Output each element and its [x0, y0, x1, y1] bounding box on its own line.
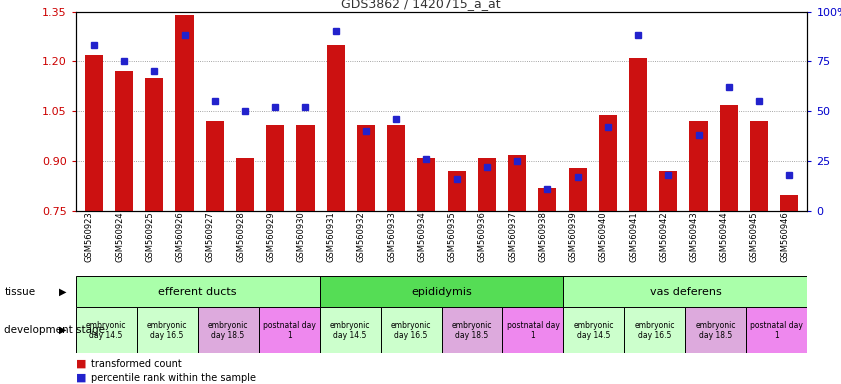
Text: GSM560938: GSM560938 — [538, 211, 547, 262]
Text: postnatal day
1: postnatal day 1 — [262, 321, 315, 340]
Bar — [176, 15, 193, 211]
Text: GSM560936: GSM560936 — [478, 211, 487, 262]
Text: GSM560946: GSM560946 — [780, 211, 789, 262]
Bar — [136, 307, 198, 353]
Bar — [326, 45, 345, 211]
Bar — [599, 115, 617, 211]
Text: postnatal day
1: postnatal day 1 — [750, 321, 803, 340]
Text: GSM560931: GSM560931 — [326, 211, 336, 262]
Text: embryonic
day 16.5: embryonic day 16.5 — [635, 321, 675, 340]
Text: embryonic
day 16.5: embryonic day 16.5 — [147, 321, 188, 340]
Text: embryonic
day 14.5: embryonic day 14.5 — [574, 321, 614, 340]
Text: GSM560930: GSM560930 — [297, 211, 305, 262]
Text: embryonic
day 18.5: embryonic day 18.5 — [208, 321, 248, 340]
Bar — [320, 276, 563, 307]
Text: GSM560929: GSM560929 — [267, 211, 275, 262]
Bar — [780, 195, 798, 211]
Text: GSM560928: GSM560928 — [236, 211, 245, 262]
Bar — [685, 307, 746, 353]
Text: GSM560940: GSM560940 — [599, 211, 608, 262]
Bar — [380, 307, 442, 353]
Text: GSM560927: GSM560927 — [206, 211, 214, 262]
Text: ▶: ▶ — [60, 287, 66, 297]
Bar — [387, 125, 405, 211]
Bar — [629, 58, 647, 211]
Bar — [750, 121, 768, 211]
Bar — [502, 307, 563, 353]
Bar — [720, 105, 738, 211]
Bar — [206, 121, 224, 211]
Text: embryonic
day 18.5: embryonic day 18.5 — [696, 321, 736, 340]
Bar — [296, 125, 315, 211]
Bar — [236, 158, 254, 211]
Text: embryonic
day 16.5: embryonic day 16.5 — [391, 321, 431, 340]
Text: GSM560933: GSM560933 — [387, 211, 396, 262]
Bar — [115, 71, 133, 211]
Bar — [76, 276, 320, 307]
Bar — [266, 125, 284, 211]
Text: efferent ducts: efferent ducts — [158, 287, 237, 297]
Text: GSM560939: GSM560939 — [569, 211, 578, 262]
Text: ■: ■ — [76, 359, 90, 369]
Text: GSM560935: GSM560935 — [447, 211, 457, 262]
Bar — [569, 168, 587, 211]
Bar — [357, 125, 375, 211]
Bar — [747, 307, 807, 353]
Bar — [538, 188, 557, 211]
Bar — [690, 121, 707, 211]
Text: GSM560932: GSM560932 — [357, 211, 366, 262]
Bar — [478, 158, 496, 211]
Text: GSM560923: GSM560923 — [85, 211, 94, 262]
Bar — [259, 307, 320, 353]
Text: development stage: development stage — [4, 325, 105, 335]
Bar — [659, 171, 677, 211]
Bar — [145, 78, 163, 211]
Bar — [563, 276, 807, 307]
Text: GDS3862 / 1420715_a_at: GDS3862 / 1420715_a_at — [341, 0, 500, 10]
Bar — [563, 307, 624, 353]
Text: GSM560943: GSM560943 — [690, 211, 699, 262]
Text: tissue: tissue — [4, 287, 35, 297]
Text: postnatal day
1: postnatal day 1 — [506, 321, 559, 340]
Text: transformed count: transformed count — [91, 359, 182, 369]
Text: embryonic
day 14.5: embryonic day 14.5 — [86, 321, 126, 340]
Text: GSM560937: GSM560937 — [508, 211, 517, 262]
Text: ▶: ▶ — [60, 325, 66, 335]
Text: GSM560925: GSM560925 — [145, 211, 154, 262]
Text: embryonic
day 14.5: embryonic day 14.5 — [330, 321, 370, 340]
Bar — [442, 307, 503, 353]
Bar — [417, 158, 436, 211]
Bar — [508, 155, 526, 211]
Text: GSM560934: GSM560934 — [417, 211, 426, 262]
Text: epididymis: epididymis — [411, 287, 472, 297]
Text: GSM560924: GSM560924 — [115, 211, 124, 262]
Text: ■: ■ — [76, 373, 90, 383]
Bar — [624, 307, 685, 353]
Text: embryonic
day 18.5: embryonic day 18.5 — [452, 321, 492, 340]
Bar — [320, 307, 380, 353]
Text: GSM560944: GSM560944 — [720, 211, 729, 262]
Bar — [85, 55, 103, 211]
Text: vas deferens: vas deferens — [649, 287, 722, 297]
Text: percentile rank within the sample: percentile rank within the sample — [91, 373, 256, 383]
Bar — [76, 307, 136, 353]
Bar — [447, 171, 466, 211]
Text: GSM560926: GSM560926 — [176, 211, 184, 262]
Text: GSM560942: GSM560942 — [659, 211, 669, 262]
Bar — [198, 307, 259, 353]
Text: GSM560945: GSM560945 — [750, 211, 759, 262]
Text: GSM560941: GSM560941 — [629, 211, 638, 262]
